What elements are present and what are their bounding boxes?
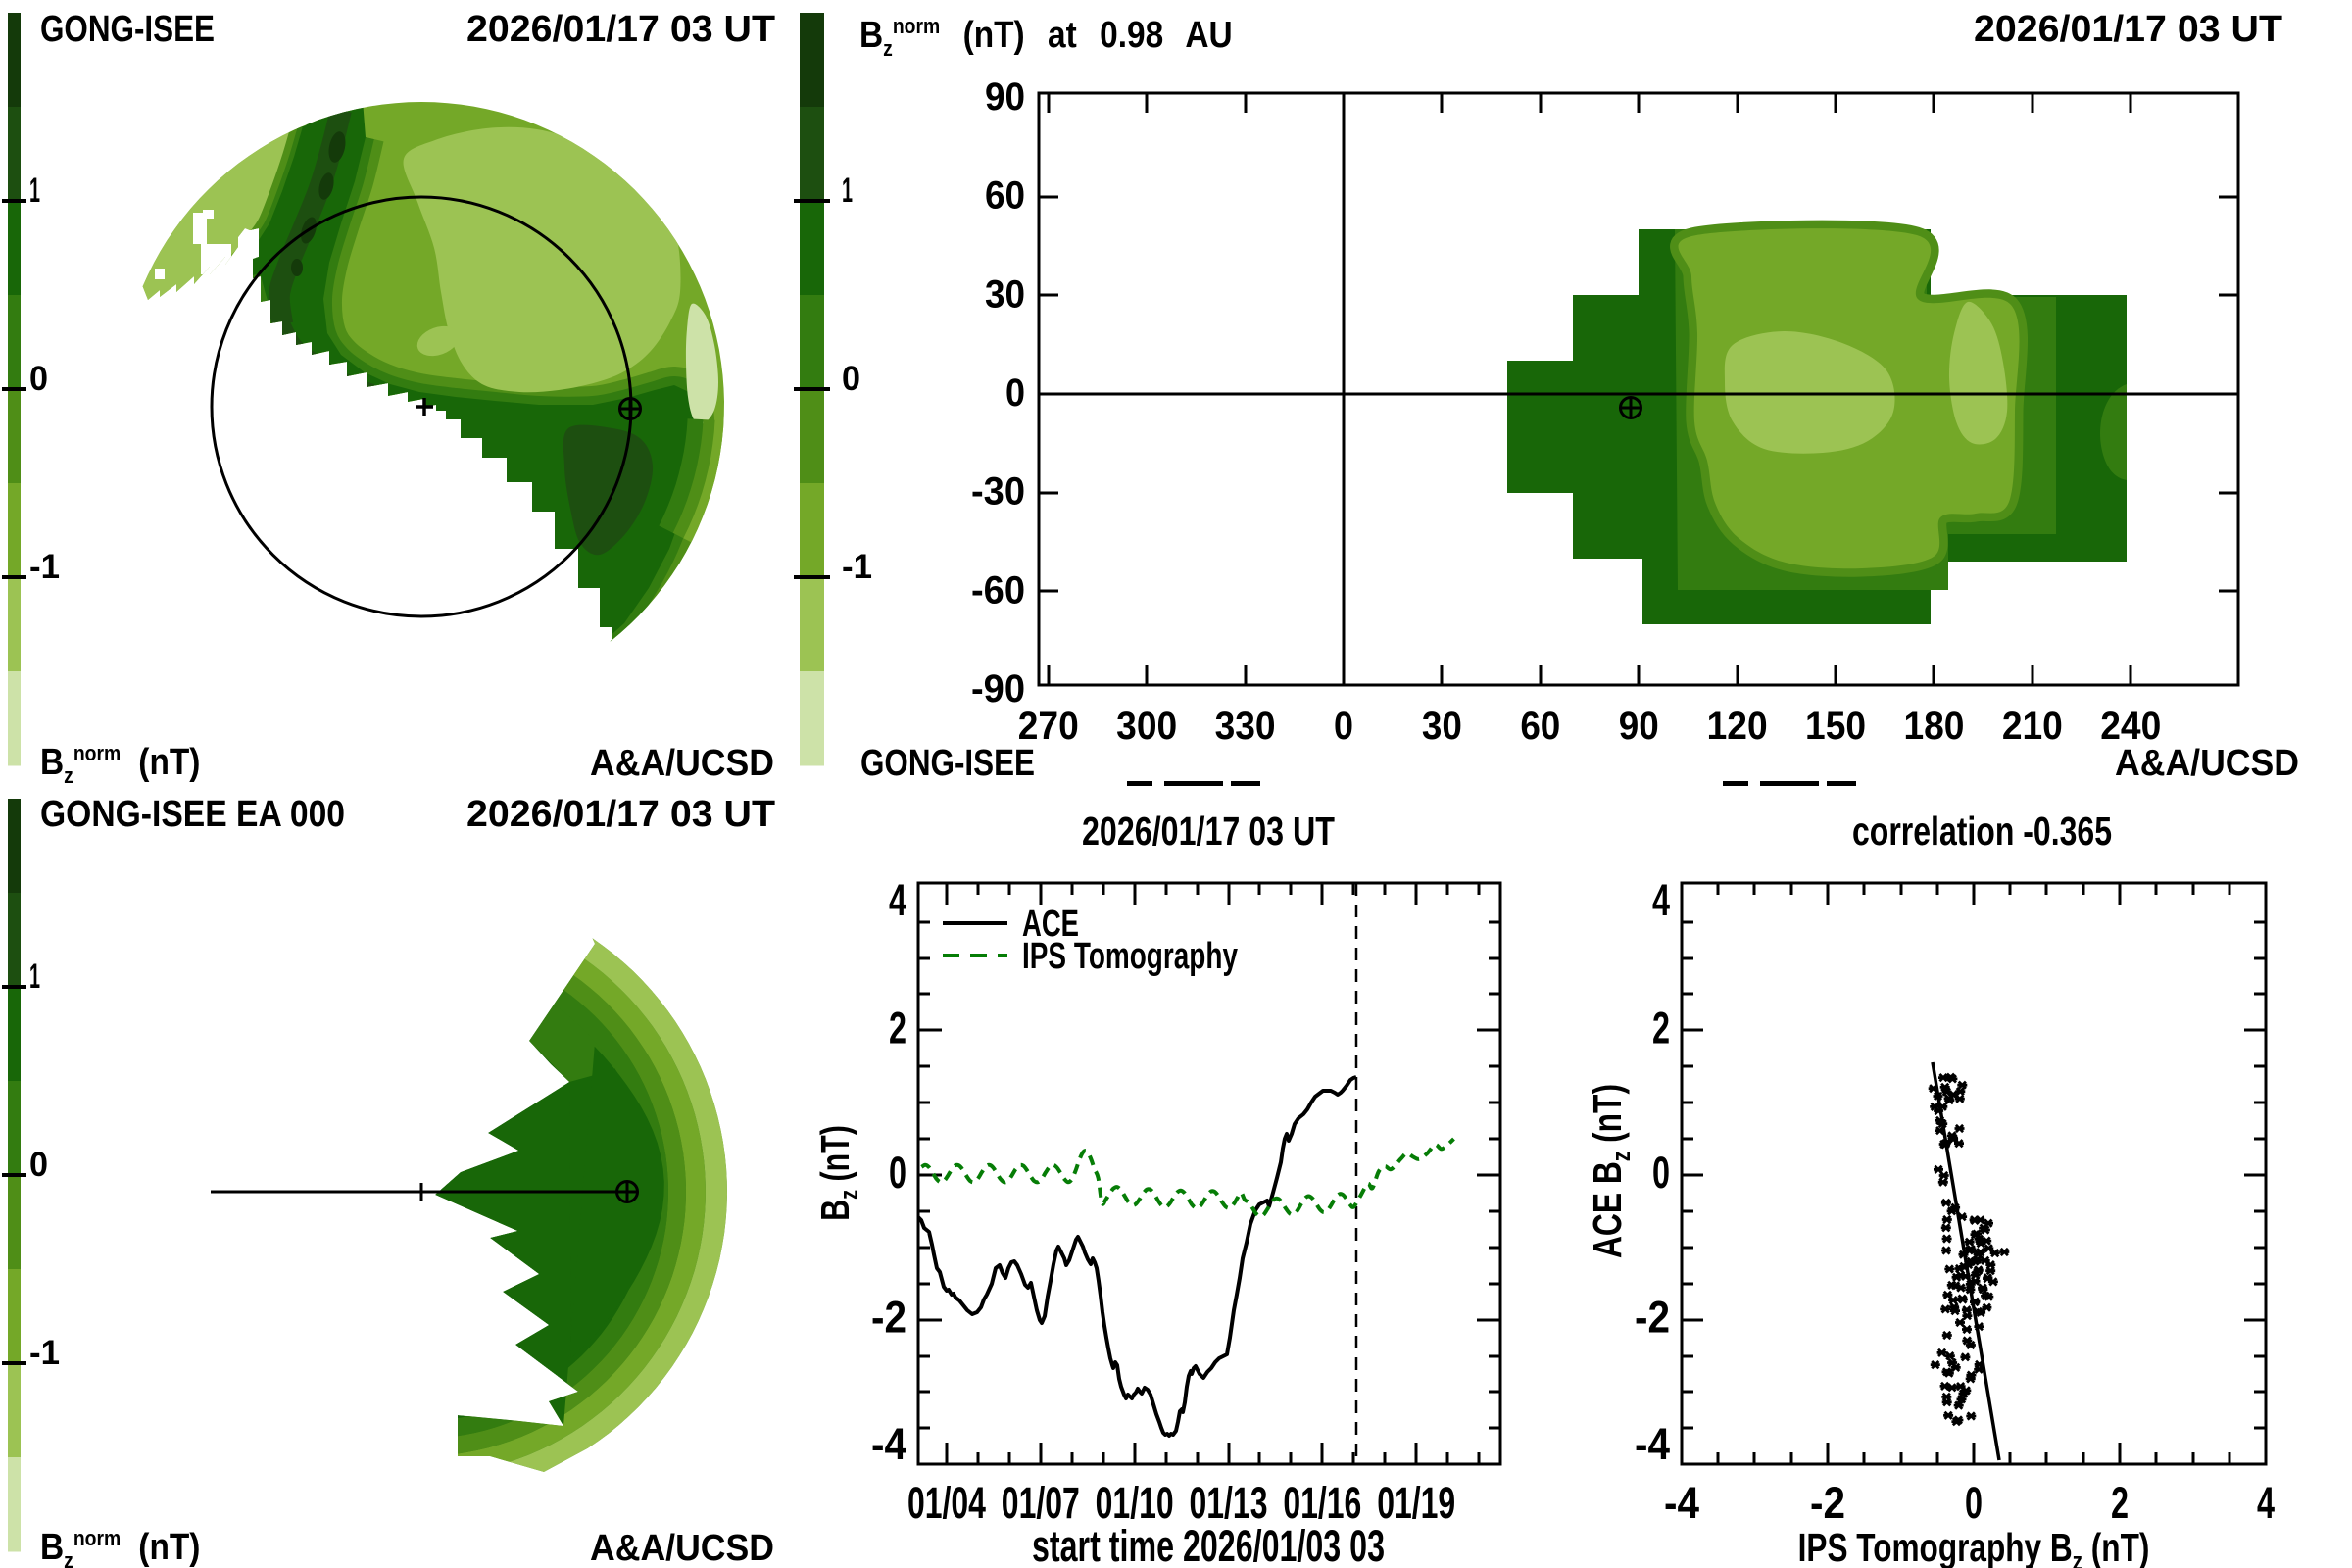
svg-text:60: 60 xyxy=(985,174,1025,218)
svg-text:4: 4 xyxy=(889,875,906,925)
svg-text:GONG-ISEE: GONG-ISEE xyxy=(860,743,1035,784)
svg-text:01/07: 01/07 xyxy=(1002,1478,1080,1528)
svg-text:IPS Tomography: IPS Tomography xyxy=(1022,936,1238,977)
svg-text:01/10: 01/10 xyxy=(1096,1478,1174,1528)
svg-text:0: 0 xyxy=(889,1148,906,1198)
svg-text:start time 2026/01/03 03: start time 2026/01/03 03 xyxy=(1032,1521,1385,1568)
svg-text:60: 60 xyxy=(1520,705,1560,748)
svg-text:90: 90 xyxy=(1619,705,1659,748)
svg-text:4: 4 xyxy=(1652,875,1670,925)
svg-text:-60: -60 xyxy=(971,568,1025,612)
svg-text:2: 2 xyxy=(889,1003,906,1053)
svg-text:2026/01/17 03 UT: 2026/01/17 03 UT xyxy=(466,9,775,50)
svg-text:0: 0 xyxy=(29,360,48,398)
svg-text:2: 2 xyxy=(2111,1478,2129,1528)
svg-text:-2: -2 xyxy=(1635,1293,1670,1343)
svg-text:1: 1 xyxy=(842,172,853,210)
svg-text:-4: -4 xyxy=(871,1419,906,1469)
svg-text:150: 150 xyxy=(1805,705,1866,748)
svg-text:-4: -4 xyxy=(1635,1419,1670,1469)
svg-text:0: 0 xyxy=(1334,705,1353,748)
svg-text:correlation -0.365: correlation -0.365 xyxy=(1852,808,2112,854)
svg-text:0: 0 xyxy=(1005,371,1025,415)
svg-text:270: 270 xyxy=(1018,705,1079,748)
svg-text:01/13: 01/13 xyxy=(1190,1478,1268,1528)
svg-text:-2: -2 xyxy=(871,1293,906,1343)
svg-text:A&A/UCSD: A&A/UCSD xyxy=(590,1528,774,1568)
svg-text:ACE: ACE xyxy=(1022,904,1079,945)
svg-text:-1: -1 xyxy=(29,548,60,586)
svg-text:01/19: 01/19 xyxy=(1377,1478,1455,1528)
svg-text:-30: -30 xyxy=(971,470,1025,514)
svg-text:30: 30 xyxy=(985,272,1025,316)
svg-text:300: 300 xyxy=(1116,705,1177,748)
svg-text:1: 1 xyxy=(29,957,40,996)
svg-text:Bz (nT): Bz (nT) xyxy=(811,1125,863,1221)
svg-text:2026/01/17 03 UT: 2026/01/17 03 UT xyxy=(1974,9,2282,50)
svg-text:-2: -2 xyxy=(1810,1478,1845,1528)
svg-text:210: 210 xyxy=(2002,705,2063,748)
svg-text:GONG-ISEE EA 000: GONG-ISEE EA 000 xyxy=(40,794,345,835)
svg-text:ACE Bz (nT): ACE Bz (nT) xyxy=(1585,1084,1637,1258)
svg-text:IPS Tomography Bz (nT): IPS Tomography Bz (nT) xyxy=(1798,1525,2150,1568)
svg-text:-90: -90 xyxy=(971,667,1025,710)
svg-text:1: 1 xyxy=(29,172,40,210)
svg-text:90: 90 xyxy=(985,75,1025,119)
svg-text:-1: -1 xyxy=(29,1334,60,1372)
svg-text:01/16: 01/16 xyxy=(1283,1478,1361,1528)
svg-text:4: 4 xyxy=(2257,1478,2275,1528)
svg-text:0: 0 xyxy=(1965,1478,1983,1528)
svg-text:120: 120 xyxy=(1707,705,1768,748)
svg-text:330: 330 xyxy=(1215,705,1276,748)
svg-text:0: 0 xyxy=(29,1146,48,1184)
svg-text:30: 30 xyxy=(1422,705,1462,748)
svg-text:A&A/UCSD: A&A/UCSD xyxy=(590,743,774,784)
svg-text:240: 240 xyxy=(2100,705,2161,748)
svg-text:GONG-ISEE: GONG-ISEE xyxy=(40,9,215,50)
svg-text:2026/01/17 03 UT: 2026/01/17 03 UT xyxy=(1082,808,1335,854)
svg-text:2026/01/17 03 UT: 2026/01/17 03 UT xyxy=(466,794,775,835)
svg-text:01/04: 01/04 xyxy=(907,1478,986,1528)
svg-text:-1: -1 xyxy=(842,548,872,586)
svg-text:-4: -4 xyxy=(1664,1478,1699,1528)
svg-text:180: 180 xyxy=(1903,705,1964,748)
svg-text:A&A/UCSD: A&A/UCSD xyxy=(2115,743,2299,784)
svg-text:0: 0 xyxy=(1652,1148,1670,1198)
svg-text:2: 2 xyxy=(1652,1003,1670,1053)
svg-text:0: 0 xyxy=(842,360,860,398)
